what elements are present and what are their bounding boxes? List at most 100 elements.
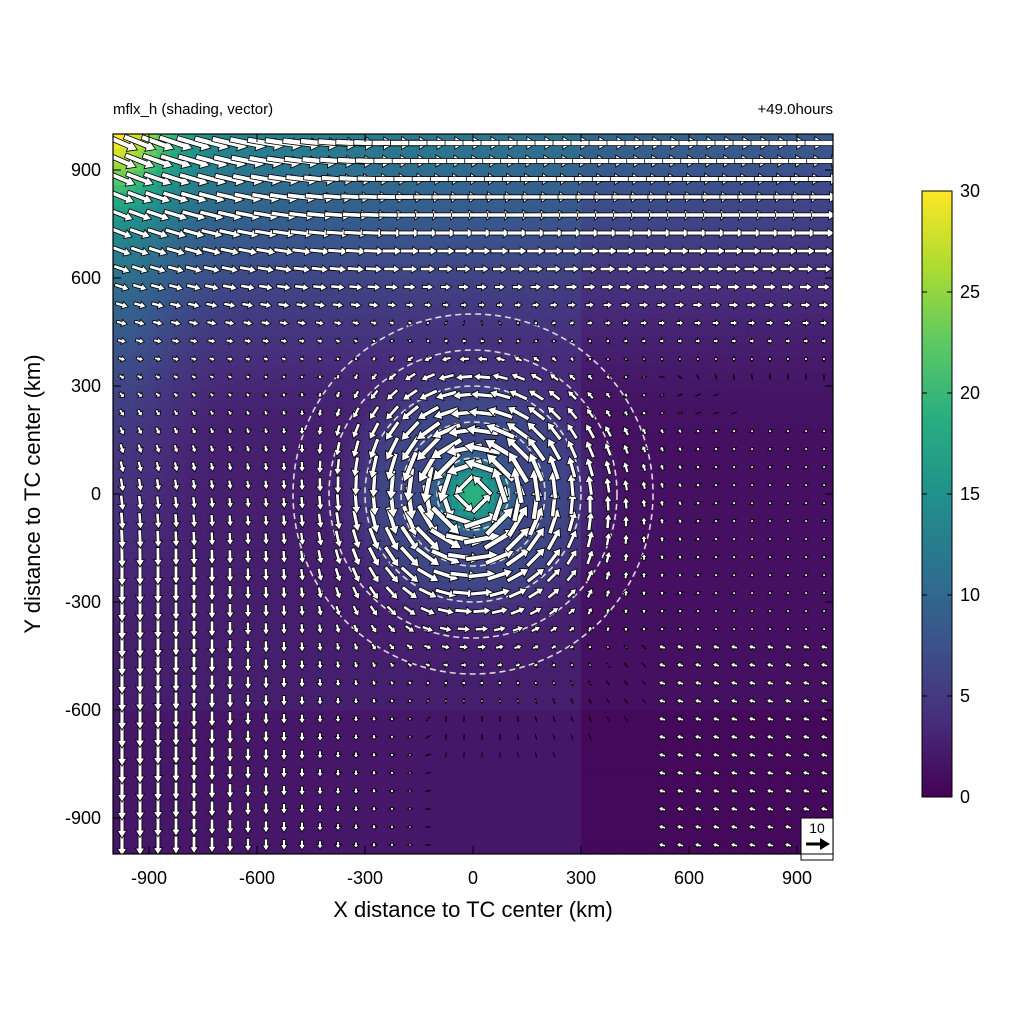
vector-arrow <box>243 603 253 619</box>
vector-arrow <box>812 227 833 239</box>
vector-arrow <box>118 391 125 398</box>
vector-arrow <box>411 172 445 186</box>
vector-arrow <box>116 581 128 605</box>
vector-arrow <box>226 373 233 381</box>
plot-area <box>113 134 833 854</box>
vector-arrow <box>279 713 289 726</box>
vector-arrow <box>621 608 630 614</box>
vector-arrow <box>527 436 547 463</box>
vector-arrow <box>481 733 483 741</box>
vector-arrow <box>605 337 611 346</box>
vector-arrow <box>297 549 307 565</box>
vector-arrow <box>476 642 488 652</box>
vector-arrow <box>349 300 363 310</box>
vector-arrow <box>315 641 325 653</box>
vector-arrow <box>497 678 503 688</box>
vector-arrow <box>458 642 470 652</box>
vector-arrow <box>764 300 776 310</box>
vector-arrow <box>261 712 271 726</box>
vector-arrow <box>152 708 164 730</box>
vector-arrow <box>170 318 182 328</box>
vector-arrow <box>641 662 647 668</box>
vector-arrow <box>655 282 670 292</box>
range-circle <box>436 457 510 531</box>
vector-arrow <box>585 568 595 583</box>
vector-arrow <box>821 627 827 632</box>
vector-arrow <box>532 339 541 344</box>
vector-arrow <box>748 715 757 724</box>
vector-arrow <box>207 782 217 800</box>
vector-arrow <box>207 566 217 584</box>
vector-arrow <box>552 752 556 758</box>
vector-arrow <box>516 697 520 705</box>
vector-arrow <box>387 842 397 848</box>
vector-arrow <box>803 519 809 524</box>
vector-arrow <box>486 405 514 420</box>
vector-arrow <box>316 391 325 399</box>
vector-arrow <box>297 426 307 436</box>
vector-arrow <box>367 565 380 584</box>
vector-arrow <box>208 373 215 381</box>
vector-arrow <box>676 482 685 489</box>
vector-arrow <box>334 356 342 361</box>
vector-arrow <box>713 411 719 415</box>
vector-arrow <box>603 458 613 476</box>
vector-arrow <box>261 479 271 491</box>
vector-arrow <box>170 691 182 711</box>
vector-arrow <box>116 528 128 550</box>
vector-arrow <box>170 835 182 854</box>
vector-arrow <box>694 751 703 760</box>
vector-arrow <box>401 264 419 274</box>
vector-arrow <box>261 444 270 454</box>
vector-arrow <box>401 450 419 483</box>
vector-arrow <box>491 371 509 382</box>
vector-arrow <box>388 679 396 686</box>
vector-arrow <box>496 300 505 310</box>
vector-arrow <box>388 338 396 343</box>
vector-arrow <box>802 787 811 796</box>
vector-arrow <box>536 154 573 168</box>
vector-arrow <box>189 336 199 345</box>
vector-arrow <box>380 227 405 239</box>
vector-arrow <box>566 607 577 616</box>
vector-arrow <box>297 641 307 653</box>
vector-arrow <box>712 519 721 524</box>
colorbar-tick-label: 0 <box>960 787 970 807</box>
vector-arrow <box>492 624 508 634</box>
vector-arrow <box>746 300 758 310</box>
vector-arrow <box>605 644 611 650</box>
vector-arrow <box>573 172 607 186</box>
vector-arrow <box>587 662 593 668</box>
vector-arrow <box>225 819 235 836</box>
vector-arrow <box>351 406 361 420</box>
vector-arrow <box>170 673 182 693</box>
vector-arrow <box>225 711 235 728</box>
vector-arrow <box>280 354 287 363</box>
vector-arrow <box>731 501 737 506</box>
vector-arrow <box>453 473 476 496</box>
vector-arrow <box>784 643 793 652</box>
vector-arrow <box>820 787 829 796</box>
vector-arrow <box>261 730 271 744</box>
vector-arrow <box>387 716 397 722</box>
vector-arrow <box>136 408 143 417</box>
vector-arrow <box>676 805 685 814</box>
vector-arrow <box>748 769 757 778</box>
vector-arrow <box>381 245 403 257</box>
vector-arrow <box>584 439 596 459</box>
vector-arrow <box>617 264 635 274</box>
vector-arrow <box>730 715 739 724</box>
vector-arrow <box>622 409 630 417</box>
vector-arrow <box>127 208 153 222</box>
vector-arrow <box>399 524 419 553</box>
vector-arrow <box>333 566 343 583</box>
vector-arrow <box>521 190 551 204</box>
vector-arrow <box>152 618 164 640</box>
vector-arrow <box>474 624 490 634</box>
vector-arrow <box>603 441 613 457</box>
vector-arrow <box>748 679 757 688</box>
vector-arrow <box>806 154 833 168</box>
colorbar-tick-label: 10 <box>960 585 980 605</box>
vector-arrow <box>297 713 307 725</box>
vector-arrow <box>148 264 167 275</box>
